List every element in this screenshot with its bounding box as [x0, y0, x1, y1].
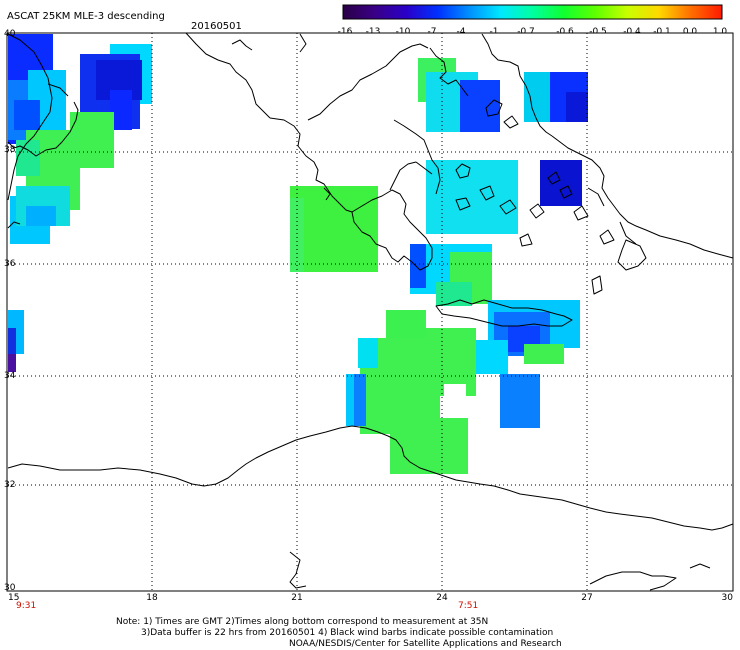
swath-far-west	[8, 310, 24, 372]
colorbar-label: -0.4	[623, 27, 641, 37]
longitude-label: 27	[581, 593, 592, 603]
colorbar-label: -10	[396, 27, 411, 37]
colorbar	[342, 4, 723, 20]
longitude-label: 21	[291, 593, 302, 603]
swath-aegean-north	[418, 58, 588, 132]
graticule	[7, 33, 733, 591]
coastlines	[7, 32, 734, 591]
note-line-3: NOAA/NESDIS/Center for Satellite Applica…	[289, 639, 562, 649]
colorbar-label: -7	[428, 27, 437, 37]
latitude-label: 34	[4, 371, 16, 381]
swath-northwest	[8, 34, 152, 244]
colorbar-labels: -16 -13 -10 -7 -4 -1 -0.7 -0.6 -0.5 -0.4 -0.1 0.0 1.…	[338, 27, 728, 37]
time-right: 7:51	[458, 601, 478, 611]
latitude-label: 30	[4, 583, 16, 593]
colorbar-label: -0.5	[589, 27, 607, 37]
swath-libya-egypt	[346, 310, 476, 474]
colorbar-label: -0.1	[653, 27, 671, 37]
latitude-label: 36	[4, 259, 16, 269]
note-line-1: Note: 1) Times are GMT 2)Times along bot…	[116, 617, 488, 627]
colorbar-label: -13	[366, 27, 381, 37]
longitude-label: 30	[722, 593, 734, 603]
latitude-label: 40	[4, 29, 16, 39]
map-area	[6, 32, 734, 592]
longitude-label: 15	[8, 593, 19, 603]
note-line-2: 3)Data buffer is 22 hrs from 20160501 4)…	[141, 628, 553, 638]
colorbar-label: 0.0	[683, 27, 698, 37]
latitude-labels: 40 38 36 34 32 30	[4, 29, 16, 593]
colorbar-label: -16	[338, 27, 353, 37]
latitude-label: 32	[4, 480, 15, 490]
swath-ionian	[290, 186, 378, 272]
longitude-label: 24	[436, 593, 448, 603]
colorbar-label: 1.0	[713, 27, 728, 37]
longitude-label: 18	[146, 593, 158, 603]
colorbar-gradient	[342, 4, 723, 20]
latitude-label: 38	[4, 145, 16, 155]
colorbar-label: -4	[457, 27, 466, 37]
longitude-labels: 15 18 21 24 27 30	[8, 593, 733, 603]
time-left: 9:31	[16, 601, 36, 611]
colorbar-label: -1	[490, 27, 499, 37]
map-title: ASCAT 25KM MLE-3 descending	[7, 11, 165, 22]
map-date: 20160501	[191, 21, 242, 32]
colorbar-label: -0.6	[556, 27, 574, 37]
colorbar-label: -0.7	[517, 27, 535, 37]
swath-crete	[472, 300, 580, 428]
